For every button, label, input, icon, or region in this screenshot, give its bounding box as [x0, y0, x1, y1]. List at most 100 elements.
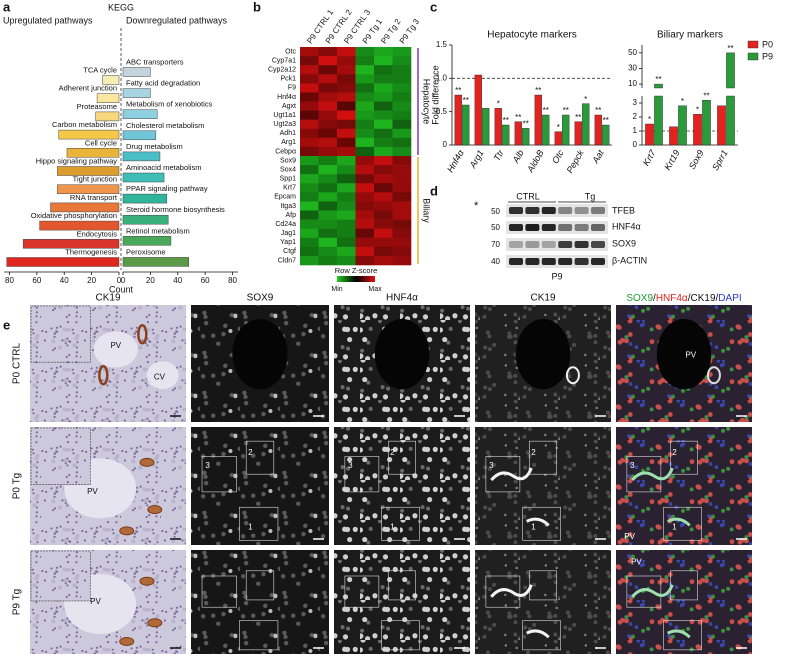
row-label: P0 CTRL — [12, 343, 23, 385]
heatmap-cell — [300, 146, 319, 157]
vessel — [515, 319, 571, 390]
duct — [147, 505, 163, 515]
bar — [95, 111, 120, 122]
micrograph-annotation: 1 — [672, 522, 677, 531]
blot-band — [525, 224, 540, 231]
bar — [50, 202, 120, 213]
heatmap-cell — [337, 255, 356, 266]
heatmap-cell — [337, 246, 356, 257]
category-label: Fatty acid degradation — [126, 79, 200, 88]
heatmap-cell — [392, 156, 412, 166]
micrograph-annotation: 3 — [205, 461, 210, 470]
x-tick-label: Arg1 — [467, 148, 486, 170]
column-label: P9 Tg 3 — [398, 17, 422, 45]
panel-label: e — [3, 317, 10, 332]
bar — [122, 257, 189, 267]
heatmap-cell — [374, 237, 393, 248]
duct — [119, 637, 135, 647]
significance: * — [584, 95, 587, 104]
blot-caption: P9 — [551, 271, 562, 281]
heatmap-cell — [355, 56, 375, 66]
heatmap-cell — [355, 219, 375, 229]
heatmap-cell — [374, 146, 393, 157]
significance: ** — [455, 86, 461, 95]
x-tick-label: Otc — [550, 148, 566, 166]
heatmap-cell — [374, 47, 393, 57]
gene-label: Hnf4α — [277, 94, 296, 101]
heatmap-cell — [318, 101, 338, 111]
heatmap-cell — [355, 192, 375, 202]
blot-band — [591, 258, 605, 265]
duct — [565, 366, 580, 385]
gene-label: Ugt1a1 — [273, 112, 296, 119]
heatmap-cell — [374, 201, 393, 211]
micrograph-annotation: 1 — [390, 522, 395, 531]
blot-band — [574, 207, 589, 214]
duct — [137, 324, 148, 345]
vessel — [146, 361, 179, 390]
heatmap-cell — [300, 255, 319, 266]
duct — [631, 584, 691, 639]
blot-band — [574, 224, 589, 231]
micrograph — [475, 427, 611, 545]
heatmap-cell — [355, 210, 375, 220]
bar — [122, 67, 151, 77]
significance: ** — [563, 106, 569, 115]
heatmap-cell — [318, 183, 338, 193]
gene-label: Arg1 — [281, 139, 296, 146]
heatmap-cell — [300, 128, 319, 139]
bar — [717, 105, 726, 146]
colorbar-title: Row Z-score — [335, 266, 378, 275]
gene-label: Cebpα — [275, 148, 296, 155]
bar — [462, 104, 470, 146]
duct — [119, 526, 135, 536]
colorbar-min: Min — [331, 286, 342, 293]
gene-label: Pck1 — [280, 76, 296, 83]
category-label: Cholesterol metabolism — [126, 121, 204, 130]
inset — [201, 575, 237, 608]
title-part: DAPI — [718, 293, 741, 304]
bar — [454, 94, 462, 146]
bar — [654, 83, 663, 146]
heatmap-cell — [374, 192, 393, 202]
heatmap-cell — [392, 146, 412, 157]
heatmap-cell — [300, 237, 319, 248]
inset — [245, 440, 275, 475]
bar — [96, 93, 120, 103]
heatmap-cell — [337, 101, 356, 111]
bar — [102, 75, 120, 85]
heatmap-cell — [318, 192, 338, 202]
inset — [30, 550, 91, 602]
y-tick-label: 2 — [633, 112, 638, 121]
heatmap-cell — [300, 101, 319, 111]
gene-label: Cd24a — [275, 221, 296, 228]
x-tick-label: 0 — [117, 276, 122, 285]
inset — [663, 620, 702, 651]
vessel — [656, 319, 712, 390]
title-part: / — [653, 293, 656, 304]
heatmap-cell — [374, 119, 393, 130]
heatmap-cell — [318, 92, 338, 102]
heatmap-cell — [392, 174, 412, 184]
heatmap-cell — [355, 228, 375, 239]
micrograph-annotation: PV — [631, 558, 642, 567]
inset — [529, 570, 557, 601]
blot-band — [591, 224, 605, 231]
heatmap-cell — [355, 128, 375, 139]
x-tick-label: Ttr — [492, 147, 507, 162]
heatmap-cell — [374, 174, 393, 184]
inset — [239, 506, 279, 541]
inset — [663, 506, 702, 541]
heatmap-cell — [300, 74, 319, 84]
bar — [66, 148, 120, 158]
gene-label: Cyp2a12 — [268, 67, 296, 74]
heatmap-cell — [374, 92, 393, 102]
bar — [122, 172, 165, 183]
bar — [514, 121, 522, 146]
category-label: Steroid hormone biosynthesis — [126, 205, 225, 214]
bar — [522, 128, 530, 146]
blot-band — [591, 207, 605, 214]
heatmap-cell — [318, 137, 338, 148]
significance: * — [681, 97, 684, 106]
